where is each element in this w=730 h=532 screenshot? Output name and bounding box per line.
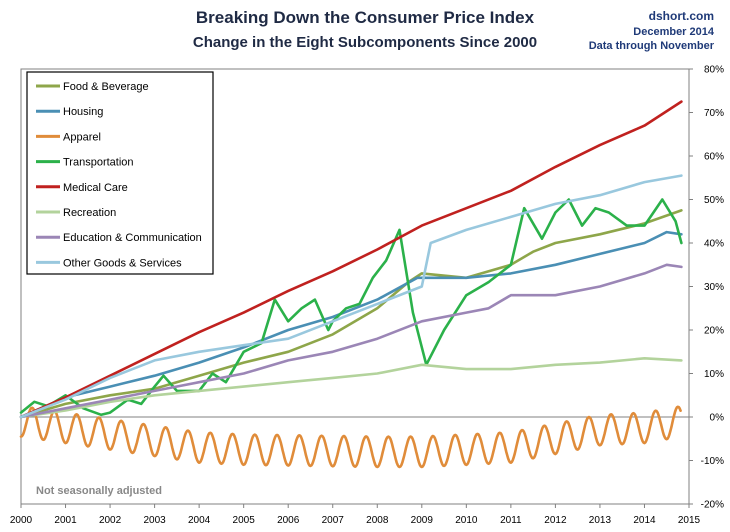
legend-label: Apparel — [63, 131, 101, 143]
chart-title: Breaking Down the Consumer Price Index — [195, 8, 535, 27]
legend: Food & Beverage Housing Apparel Transportat… — [26, 71, 214, 275]
series-line-recreation — [19, 357, 683, 419]
y-tick-label: 60% — [704, 152, 724, 163]
x-axis: 2000 2001 2002 2003 2004 2005 2006 2007 2008 2009… — [10, 504, 701, 526]
seasonal-note: Not seasonally adjusted — [36, 485, 162, 497]
x-tick-label: 2010 — [455, 515, 478, 526]
y-tick-label: 10% — [704, 369, 724, 380]
series-line-food-beverage — [19, 209, 683, 419]
y-tick-label: 0% — [710, 413, 725, 424]
y-tick-label: 50% — [704, 195, 724, 206]
y-tick-label: 70% — [704, 108, 724, 119]
x-tick-label: 2007 — [322, 515, 345, 526]
source-label: dshort.com — [648, 9, 714, 23]
x-tick-label: 2009 — [411, 515, 434, 526]
x-tick-label: 2014 — [633, 515, 656, 526]
x-tick-label: 2005 — [233, 515, 256, 526]
legend-label: Transportation — [63, 157, 134, 169]
y-tick-label: 20% — [704, 326, 724, 337]
legend-label: Medical Care — [63, 182, 128, 194]
x-tick-label: 2013 — [589, 515, 612, 526]
x-tick-label: 2011 — [500, 515, 522, 526]
y-tick-label: 80% — [704, 65, 724, 76]
x-tick-label: 2015 — [678, 515, 701, 526]
legend-label: Other Goods & Services — [63, 257, 182, 269]
x-tick-label: 2001 — [54, 515, 77, 526]
series-line-housing — [19, 230, 683, 419]
series-line-education-communication — [19, 263, 683, 419]
series-layer — [19, 100, 683, 469]
x-tick-label: 2002 — [99, 515, 122, 526]
legend-label: Housing — [63, 106, 103, 118]
series-line-other-goods-services — [19, 174, 683, 419]
date-label: December 2014 — [633, 26, 714, 38]
x-tick-label: 2012 — [544, 515, 567, 526]
series-line-transportation — [19, 198, 683, 417]
y-tick-label: -10% — [701, 456, 724, 467]
legend-box — [26, 71, 214, 275]
x-tick-label: 2006 — [277, 515, 300, 526]
x-tick-label: 2003 — [143, 515, 166, 526]
x-tick-label: 2008 — [366, 515, 389, 526]
y-tick-label: 40% — [704, 239, 724, 250]
x-tick-label: 2004 — [188, 515, 211, 526]
chart-subtitle: Change in the Eight Subcomponents Since … — [192, 34, 538, 51]
y-tick-label: 30% — [704, 282, 724, 293]
x-tick-label: 2000 — [10, 515, 33, 526]
y-axis: 80% 70% 60% 50% 40% 30% 20% 10% 0% -10% -20% — [689, 65, 724, 511]
legend-label: Education & Communication — [63, 232, 202, 244]
series-line-medical-care — [19, 100, 683, 419]
y-tick-label: -20% — [701, 500, 724, 511]
data-through-label: Data through November — [588, 40, 714, 52]
legend-label: Food & Beverage — [63, 81, 149, 93]
legend-label: Recreation — [63, 207, 116, 219]
series-line-apparel — [19, 405, 682, 469]
